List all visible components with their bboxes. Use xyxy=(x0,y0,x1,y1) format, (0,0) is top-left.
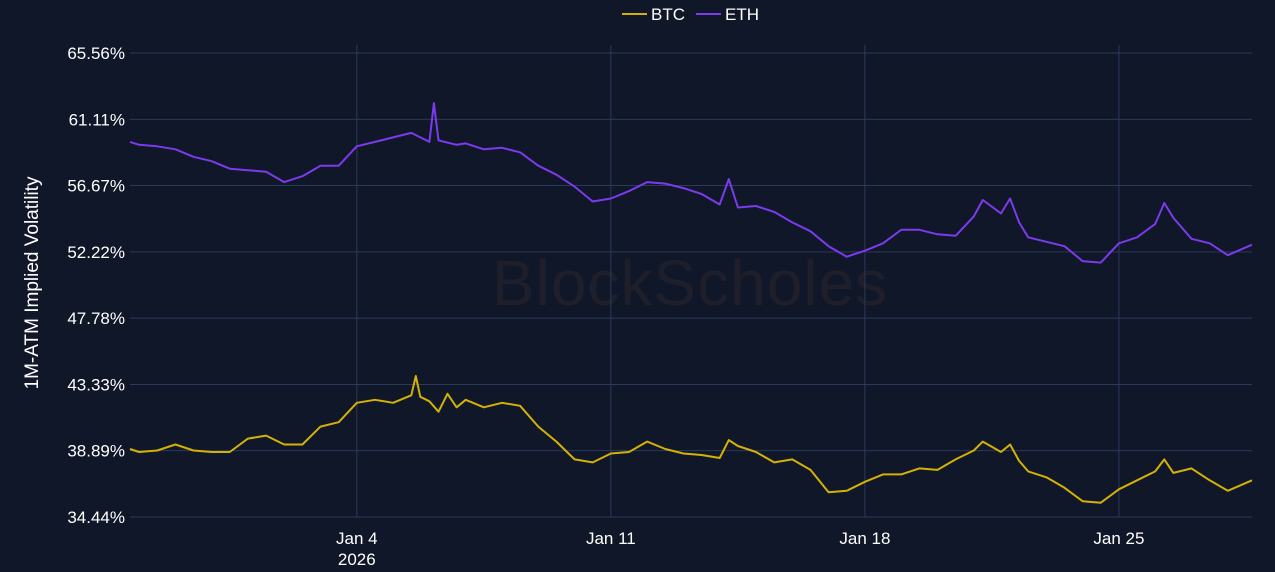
y-tick-label: 34.44% xyxy=(67,508,125,527)
x-axis: Jan 4 2026 Jan 11 Jan 18 Jan 25 xyxy=(336,529,1144,569)
y-tick-label: 38.89% xyxy=(67,442,125,461)
legend-label-eth: ETH xyxy=(725,5,759,24)
x-tick-label: Jan 18 xyxy=(839,529,890,548)
legend-label-btc: BTC xyxy=(651,5,685,24)
y-tick-label: 52.22% xyxy=(67,243,125,262)
y-axis: 34.44% 38.89% 43.33% 47.78% 52.22% 56.67% 61.1… xyxy=(67,44,125,527)
y-tick-label: 43.33% xyxy=(67,375,125,394)
x-tick-label: Jan 25 xyxy=(1093,529,1144,548)
x-tick-sublabel: 2026 xyxy=(338,550,376,567)
series-line-eth xyxy=(129,102,1253,264)
watermark: BlockScholes xyxy=(492,247,888,319)
legend: BTC ETH xyxy=(622,5,759,24)
y-axis-label: 1M-ATM Implied Volatility xyxy=(22,176,43,389)
y-tick-label: 61.11% xyxy=(69,110,125,129)
y-tick-label: 47.78% xyxy=(67,309,125,328)
x-tick-label: Jan 4 xyxy=(336,529,378,548)
x-tick-label: Jan 11 xyxy=(586,529,636,548)
grid xyxy=(130,45,1252,518)
y-tick-label: 56.67% xyxy=(67,177,125,196)
series-layer xyxy=(129,102,1253,504)
y-tick-label: 65.56% xyxy=(67,44,125,63)
series-line-btc xyxy=(129,375,1253,504)
